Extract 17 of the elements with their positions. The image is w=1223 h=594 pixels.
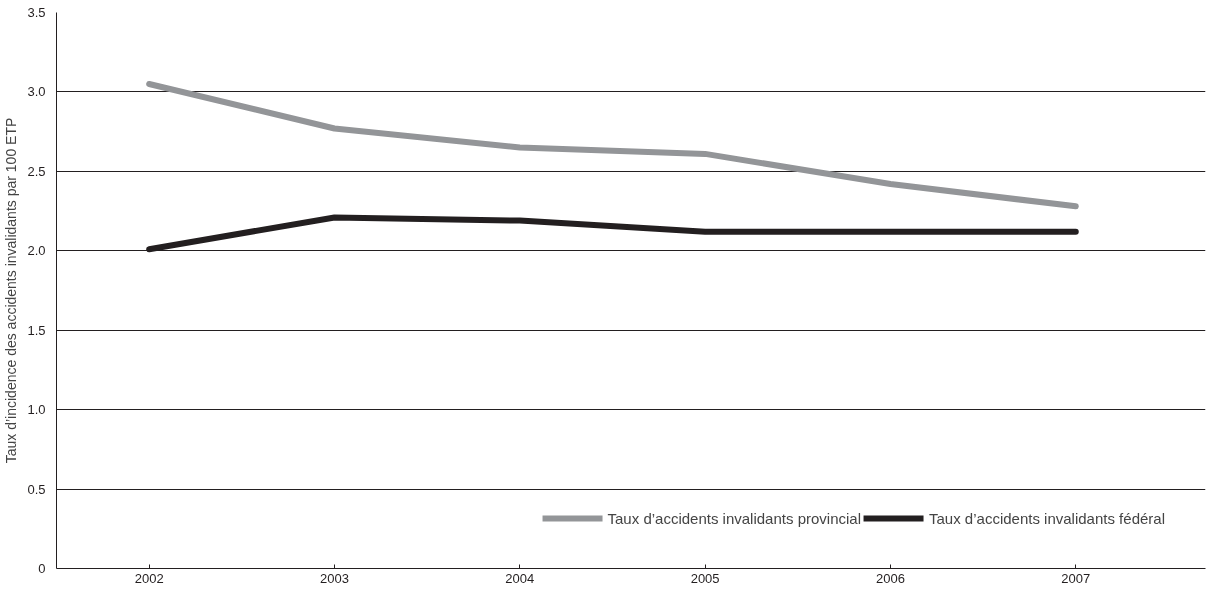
x-tick-label: 2003 (320, 570, 349, 586)
y-tick-label: 1.5 (27, 322, 46, 338)
x-tick-label: 2005 (690, 570, 720, 586)
y-axis-title: Taux d’incidence des accidents invalidants par 100 ETP (3, 117, 20, 464)
y-tick-label: 3.0 (27, 84, 46, 100)
y-tick-label: 3.5 (27, 5, 46, 20)
x-tick-label: 2004 (505, 570, 535, 586)
x-tick-label: 2007 (1061, 570, 1091, 586)
legend-label: Taux d’accidents invalidants fédéral (929, 509, 1165, 527)
y-tick-label: 2.0 (27, 243, 46, 259)
x-tick-label: 2006 (875, 570, 905, 586)
x-tick-label: 2002 (134, 570, 164, 586)
y-tick-label: 0 (38, 561, 46, 576)
y-tick-label: 2.5 (27, 163, 46, 179)
legend-label: Taux d’accidents invalidants provincial (607, 509, 862, 527)
y-tick-label: 0.5 (27, 481, 46, 497)
y-tick-label: 1.0 (27, 402, 46, 418)
